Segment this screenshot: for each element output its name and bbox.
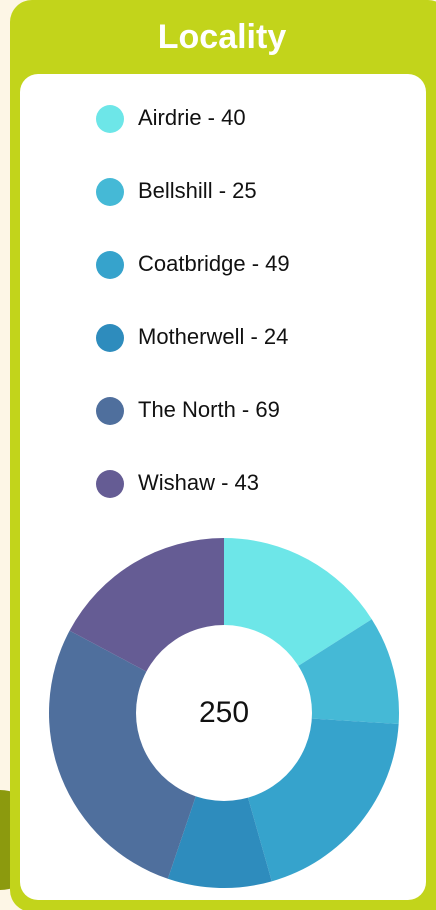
legend-swatch (96, 178, 124, 206)
title: Locality (158, 18, 287, 56)
legend-label: Bellshill - 25 (138, 178, 257, 203)
legend-swatch (96, 251, 124, 279)
legend-label: Wishaw - 43 (138, 470, 259, 495)
legend-swatch (96, 470, 124, 498)
legend-label: The North - 69 (138, 397, 280, 422)
legend-swatch (96, 324, 124, 352)
legend-swatch (96, 105, 124, 133)
donut-hole (136, 625, 312, 801)
legend-label: Coatbridge - 49 (138, 251, 290, 276)
legend-label: Airdrie - 40 (138, 105, 246, 130)
legend-label: Motherwell - 24 (138, 324, 288, 349)
total-label: 250 (199, 696, 249, 729)
legend-swatch (96, 397, 124, 425)
legend: Airdrie - 40 Bellshill - 25 Coatbridge - 4… (96, 105, 290, 498)
